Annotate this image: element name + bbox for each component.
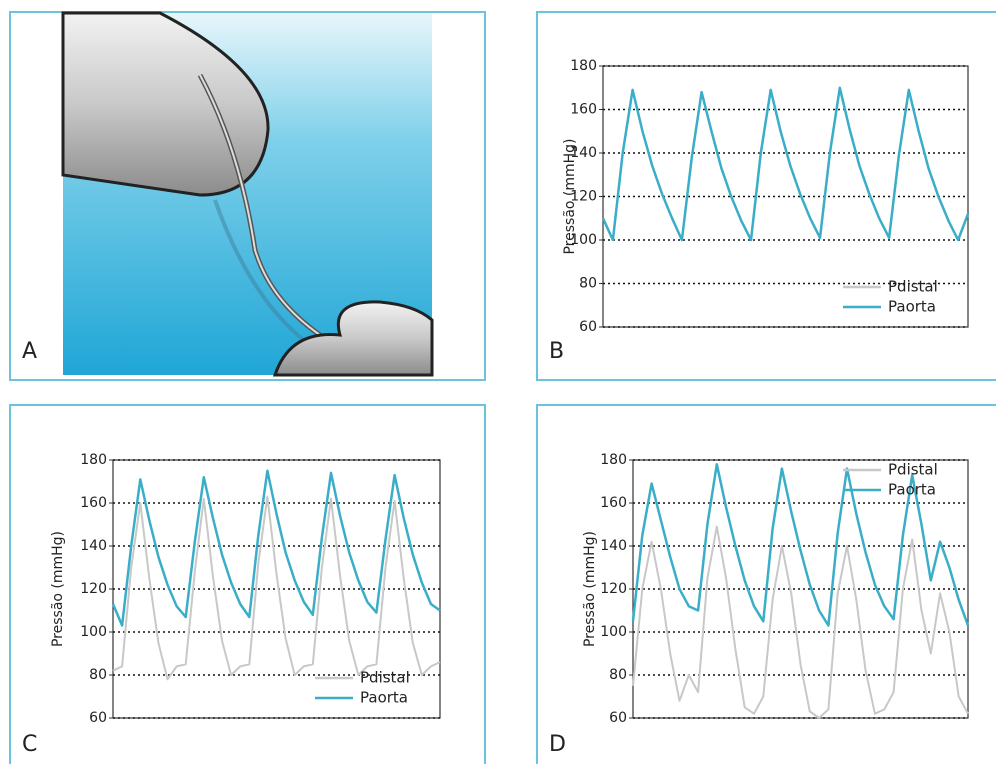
y-axis-title: Pressão (mmHg) <box>562 138 578 254</box>
y-axis-title: Pressão (mmHg) <box>582 531 598 647</box>
y-axis-title: Pressão (mmHg) <box>50 531 66 647</box>
y-tick-label: 180 <box>80 452 107 468</box>
y-tick-label: 100 <box>80 624 107 640</box>
legend-label: Paorta <box>888 298 936 316</box>
y-tick-label: 140 <box>600 538 627 554</box>
legend-label: Pdistal <box>360 669 410 687</box>
legend-label: Paorta <box>360 689 408 707</box>
y-tick-label: 80 <box>89 667 107 683</box>
illustration <box>63 13 432 375</box>
y-tick-label: 80 <box>579 276 597 292</box>
y-tick-label: 60 <box>579 319 597 335</box>
legend-label: Paorta <box>888 481 936 499</box>
y-tick-label: 160 <box>80 495 107 511</box>
legend-label: Pdistal <box>888 278 938 296</box>
y-tick-label: 120 <box>600 581 627 597</box>
y-tick-label: 80 <box>609 667 627 683</box>
y-tick-label: 160 <box>570 102 597 118</box>
panel-label: C <box>22 732 37 757</box>
panel-label: A <box>22 339 37 364</box>
y-tick-label: 60 <box>609 710 627 726</box>
y-tick-label: 140 <box>80 538 107 554</box>
panel-label: B <box>549 339 564 364</box>
y-tick-label: 60 <box>89 710 107 726</box>
y-tick-label: 160 <box>600 495 627 511</box>
y-tick-label: 180 <box>600 452 627 468</box>
y-tick-label: 180 <box>570 58 597 74</box>
figure: A B C D 60 80 100 120 140 160 180 Pressão (mmHg… <box>0 0 996 764</box>
y-tick-label: 100 <box>600 624 627 640</box>
legend-label: Pdistal <box>888 461 938 479</box>
y-tick-label: 120 <box>80 581 107 597</box>
panel-label: D <box>549 732 566 757</box>
